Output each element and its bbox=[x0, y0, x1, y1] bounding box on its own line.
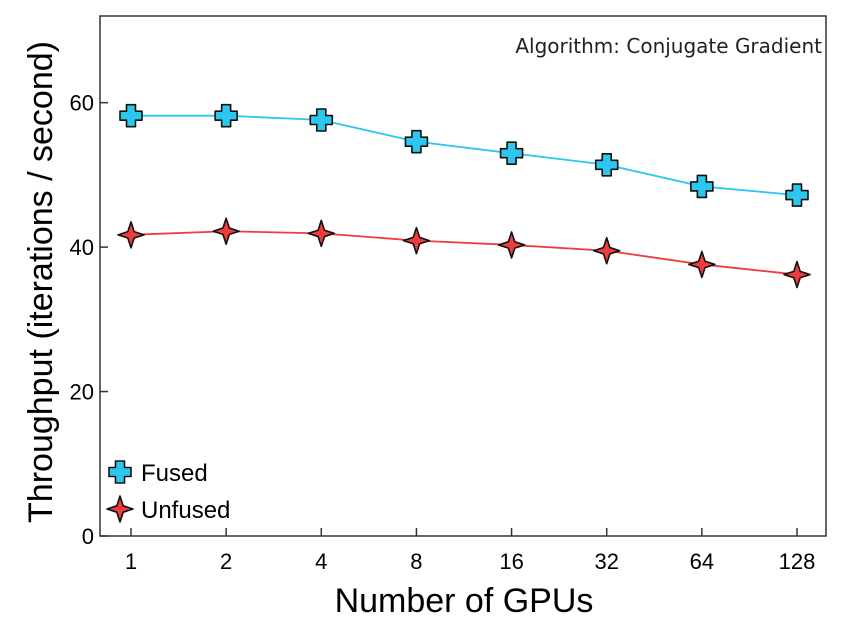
x-axis-label: Number of GPUs bbox=[335, 582, 594, 620]
data-point-unfused-4 bbox=[307, 219, 336, 248]
data-point-fused-32 bbox=[594, 152, 619, 177]
y-tick-label-0: 0 bbox=[82, 524, 94, 549]
series-line-unfused bbox=[130, 230, 798, 276]
series-layer bbox=[117, 103, 811, 289]
legend-marker-fused bbox=[108, 460, 132, 484]
legend-marker-unfused bbox=[106, 495, 134, 523]
x-tick-label-16: 16 bbox=[499, 549, 523, 574]
data-point-fused-128 bbox=[785, 183, 809, 207]
plot-area bbox=[99, 15, 827, 537]
y-tick-label-40: 40 bbox=[70, 235, 94, 260]
data-point-fused-64 bbox=[690, 174, 714, 199]
series-fused bbox=[119, 103, 809, 207]
x-axis: 1 2 4 8 16 32 64 128 bbox=[125, 528, 815, 574]
algorithm-annotation: Algorithm: Conjugate Gradient bbox=[515, 34, 822, 58]
y-tick-label-60: 60 bbox=[70, 91, 94, 116]
data-point-unfused-32 bbox=[592, 236, 621, 265]
y-axis-label: Throughput (iterations / second) bbox=[22, 41, 60, 523]
x-tick-label-128: 128 bbox=[779, 549, 816, 574]
x-tick-label-64: 64 bbox=[690, 549, 714, 574]
data-point-unfused-2 bbox=[212, 217, 240, 246]
data-point-fused-2 bbox=[214, 103, 238, 128]
x-tick-label-32: 32 bbox=[594, 549, 618, 574]
x-tick-label-4: 4 bbox=[315, 549, 327, 574]
data-point-fused-8 bbox=[404, 129, 429, 154]
y-tick-label-20: 20 bbox=[70, 380, 94, 405]
y-axis: 0 20 40 60 bbox=[70, 91, 108, 549]
series-unfused bbox=[117, 217, 811, 289]
data-point-unfused-64 bbox=[688, 250, 716, 279]
data-point-fused-4 bbox=[309, 108, 334, 132]
data-point-unfused-16 bbox=[497, 231, 526, 259]
data-point-unfused-1 bbox=[117, 221, 145, 249]
data-point-fused-16 bbox=[499, 141, 524, 166]
x-tick-label-2: 2 bbox=[220, 549, 232, 574]
series-line-fused bbox=[131, 114, 798, 197]
data-point-unfused-8 bbox=[402, 226, 431, 255]
x-tick-label-1: 1 bbox=[125, 549, 137, 574]
legend-label-fused: Fused bbox=[141, 460, 208, 487]
legend-label-unfused: Unfused bbox=[141, 497, 230, 524]
x-tick-label-8: 8 bbox=[410, 549, 422, 574]
data-point-unfused-128 bbox=[783, 260, 811, 289]
data-point-fused-1 bbox=[119, 103, 143, 128]
legend: Fused Unfused bbox=[106, 460, 230, 524]
